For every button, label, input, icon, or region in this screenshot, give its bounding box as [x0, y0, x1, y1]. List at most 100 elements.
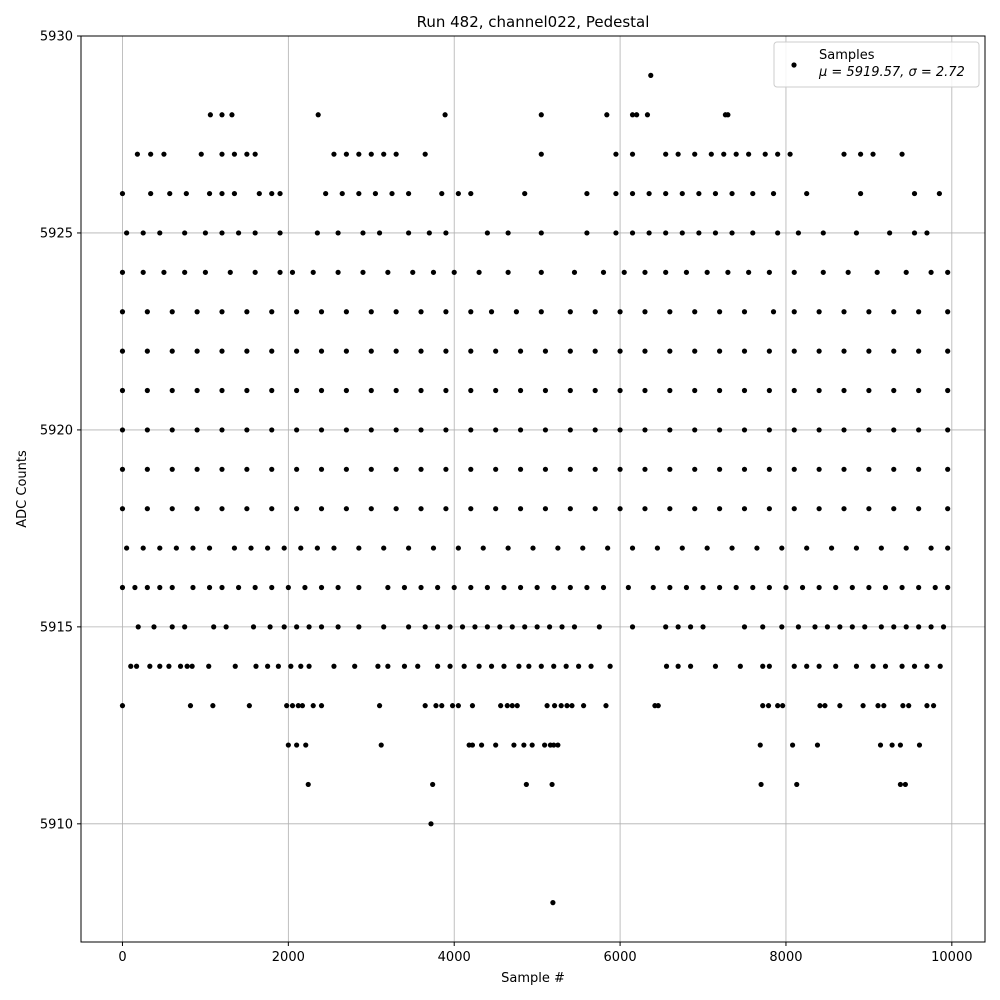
data-point [219, 190, 225, 197]
data-point [285, 584, 291, 591]
data-point [522, 624, 528, 630]
data-point [617, 309, 623, 315]
data-point [498, 703, 504, 709]
data-point [822, 703, 828, 709]
data-point [874, 269, 880, 275]
data-point [617, 348, 623, 354]
data-point [206, 190, 213, 197]
data-point [824, 624, 831, 630]
data-point [356, 584, 362, 591]
data-point [928, 545, 934, 551]
data-point [140, 269, 146, 275]
data-point [166, 663, 172, 669]
data-point [252, 584, 258, 591]
data-point [426, 230, 432, 236]
data-point [542, 348, 549, 354]
data-point [435, 584, 441, 591]
data-point [368, 466, 374, 472]
data-point [576, 663, 582, 669]
data-point [841, 151, 847, 157]
data-point [945, 309, 951, 315]
data-point [820, 269, 826, 275]
data-point [642, 427, 648, 433]
data-point [183, 190, 189, 197]
data-point [899, 151, 905, 157]
data-point [119, 506, 126, 512]
data-point [343, 151, 349, 157]
data-point [580, 703, 587, 709]
data-point [244, 506, 250, 512]
data-point [916, 466, 922, 472]
data-point [443, 387, 449, 394]
data-point [621, 269, 627, 275]
data-point [878, 545, 884, 551]
data-point [356, 624, 362, 630]
data-point [305, 781, 311, 788]
data-point [335, 624, 341, 630]
data-point [119, 466, 126, 472]
data-point [517, 584, 524, 591]
data-point [299, 703, 306, 709]
data-point [679, 230, 685, 236]
data-point [177, 663, 184, 669]
data-point [534, 624, 540, 630]
data-point [447, 624, 453, 630]
data-point [897, 742, 904, 748]
data-point [866, 466, 872, 472]
data-point [376, 230, 383, 236]
data-point [814, 742, 821, 748]
data-point [182, 230, 188, 236]
data-point [791, 269, 797, 275]
data-point [529, 742, 535, 748]
data-point [488, 309, 495, 315]
data-point [484, 230, 490, 236]
data-point [584, 584, 590, 591]
data-point [667, 466, 673, 472]
data-point [124, 230, 130, 236]
data-point [551, 663, 557, 669]
data-point [675, 151, 681, 157]
data-point [119, 309, 126, 315]
data-point [244, 151, 250, 157]
data-point [592, 387, 598, 394]
data-point [455, 545, 461, 551]
data-point [866, 387, 872, 394]
data-point [812, 624, 818, 630]
data-point [140, 230, 146, 236]
data-point [766, 348, 772, 354]
data-point [393, 309, 399, 315]
data-point [144, 584, 150, 591]
data-point [124, 545, 130, 551]
data-point [219, 348, 225, 354]
data-point [567, 387, 573, 394]
data-point [629, 230, 636, 236]
data-point [741, 506, 748, 512]
data-point [849, 624, 855, 630]
data-point [356, 151, 362, 157]
data-point [476, 269, 482, 275]
data-point [480, 545, 486, 551]
data-point [766, 269, 772, 275]
data-point [544, 703, 550, 709]
data-point [415, 663, 421, 669]
data-point [356, 190, 362, 197]
data-point [911, 663, 918, 669]
data-point [455, 190, 461, 197]
data-point [794, 781, 800, 788]
data-point [692, 427, 698, 433]
data-point [571, 624, 578, 630]
data-point [613, 190, 619, 197]
data-point [600, 584, 607, 591]
data-point [267, 624, 273, 630]
data-point [229, 112, 235, 118]
data-point [493, 466, 499, 472]
data-point [741, 348, 748, 354]
data-point [791, 663, 797, 669]
data-point [916, 506, 922, 512]
data-point [791, 348, 797, 354]
data-point [285, 742, 291, 748]
data-point [194, 309, 200, 315]
data-point [269, 506, 275, 512]
data-point [393, 348, 399, 354]
data-point [937, 663, 943, 669]
